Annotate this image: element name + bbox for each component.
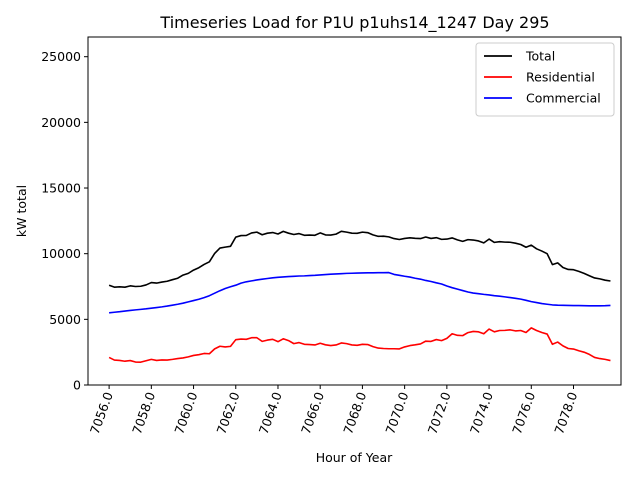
- x-tick-label: 7072.0: [425, 390, 454, 436]
- legend: Total Residential Commercial: [475, 42, 615, 117]
- y-tick-label: 20000: [41, 115, 81, 130]
- chart-title: Timeseries Load for P1U p1uhs14_1247 Day…: [159, 13, 549, 33]
- y-tick-label: 0: [73, 378, 81, 393]
- x-tick-label: 7068.0: [340, 390, 369, 436]
- x-tick-label: 7064.0: [256, 390, 285, 436]
- plot-frame: [87, 36, 622, 386]
- series-line-commercial: [109, 271, 611, 314]
- legend-label-residential: Residential: [526, 70, 595, 85]
- legend-label-commercial: Commercial: [526, 91, 601, 106]
- y-tick-label: 10000: [41, 246, 81, 261]
- x-tick-label: 7070.0: [382, 390, 411, 436]
- x-tick-label: 7076.0: [509, 390, 538, 436]
- x-axis-label: Hour of Year: [316, 450, 393, 465]
- x-tick-label: 7062.0: [214, 390, 243, 436]
- y-tick-label: 5000: [49, 312, 81, 327]
- y-axis: 0 5000 10000 15000 20000 25000: [41, 49, 88, 393]
- series-line-total: [108, 230, 611, 288]
- x-tick-label: 7060.0: [171, 390, 200, 436]
- x-tick-label: 7078.0: [551, 390, 580, 436]
- x-tick-label: 7056.0: [87, 390, 116, 436]
- legend-label-total: Total: [525, 49, 555, 64]
- y-tick-label: 25000: [41, 49, 81, 64]
- x-axis: 7056.0 7058.0 7060.0 7062.0 7064.0 7066.0 7068…: [87, 385, 580, 436]
- y-axis-label: kW total: [14, 185, 29, 237]
- y-tick-label: 15000: [41, 181, 81, 196]
- x-tick-label: 7066.0: [298, 390, 327, 436]
- plot-area: [108, 230, 611, 363]
- x-tick-label: 7074.0: [467, 390, 496, 436]
- x-tick-label: 7058.0: [129, 390, 158, 436]
- series-line-residential: [108, 327, 611, 363]
